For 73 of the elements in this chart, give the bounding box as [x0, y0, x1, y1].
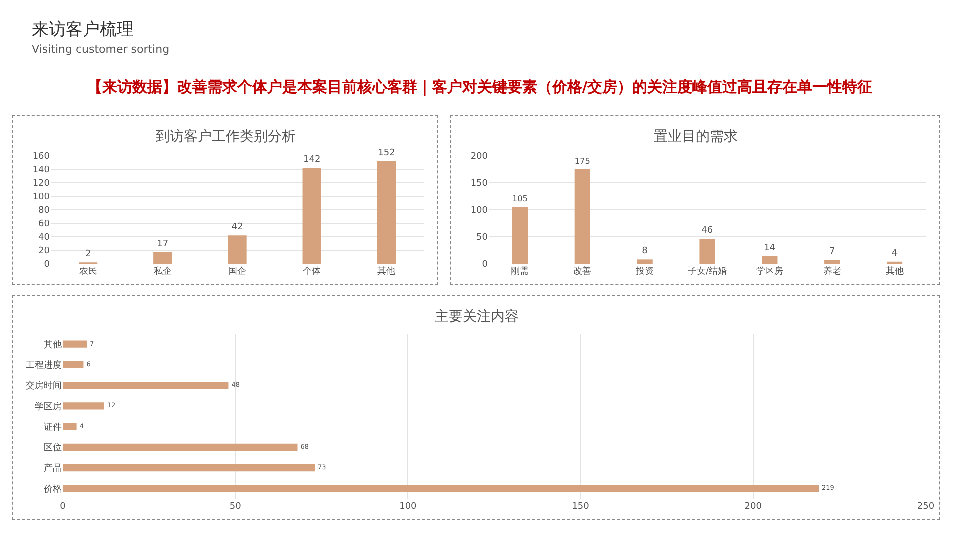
y-tick-label: 工程进度 [26, 360, 62, 372]
data-label: 7 [829, 247, 836, 258]
data-label: 4 [892, 248, 898, 259]
bar [574, 170, 590, 264]
x-tick-label: 养老 [823, 266, 842, 277]
x-tick-label: 200 [744, 502, 762, 512]
y-tick-label: 120 [32, 179, 50, 190]
y-tick-label: 140 [32, 166, 50, 176]
data-label: 46 [702, 226, 714, 236]
x-tick-label: 农民 [79, 266, 98, 277]
y-tick-label: 产品 [44, 463, 62, 474]
text: 来访客户梳理 [32, 19, 135, 41]
bar [63, 444, 298, 452]
data-label: 2 [85, 250, 92, 260]
bar [63, 382, 229, 390]
data-label: 42 [232, 222, 244, 233]
bar [63, 464, 315, 472]
bar [824, 260, 840, 264]
bar [63, 340, 88, 348]
y-tick-label: 区位 [44, 442, 62, 454]
chart-title: 置业目的需求 [654, 128, 738, 145]
data-label: 105 [512, 194, 528, 204]
x-tick-label: 投资 [635, 266, 654, 277]
x-tick-label: 其他 [378, 266, 396, 277]
x-tick-label: 100 [400, 502, 418, 512]
y-tick-label: 100 [470, 206, 488, 216]
y-tick-label: 价格 [43, 484, 62, 495]
x-tick-label: 改善 [574, 266, 592, 277]
data-label: 8 [642, 246, 648, 257]
y-tick-label: 150 [470, 179, 488, 190]
y-tick-label: 40 [38, 233, 50, 244]
chart-title: 主要关注内容 [435, 308, 519, 325]
bar [63, 423, 77, 430]
x-tick-label: 国企 [228, 266, 246, 277]
y-tick-label: 50 [476, 233, 488, 244]
data-label: 17 [157, 240, 169, 250]
chart-title: 到访客户工作类别分析 [156, 128, 296, 145]
text: Visiting customer sorting [32, 43, 170, 56]
y-tick-label: 160 [32, 152, 50, 162]
y-tick-label: 证件 [44, 422, 62, 433]
bar [63, 361, 84, 369]
data-label: 14 [764, 243, 776, 254]
x-tick-label: 250 [917, 502, 935, 512]
bar [228, 236, 247, 264]
x-tick-label: 刚需 [511, 266, 530, 277]
y-tick-label: 20 [38, 246, 50, 257]
y-tick-label: 100 [32, 192, 50, 203]
text: 【来访数据】改善需求个体户是本案目前核心客群｜客户对关键要素（价格/交房）的关注度峰值过高且存在单一性特征 [86, 78, 874, 97]
x-tick-label: 子女/结婚 [688, 266, 728, 277]
bar [302, 168, 322, 264]
bar [377, 161, 396, 264]
x-tick-label: 私企 [154, 266, 172, 277]
y-tick-label: 60 [38, 220, 50, 230]
x-tick-label: 学区房 [756, 266, 784, 277]
x-tick-label: 个体 [303, 266, 322, 277]
x-tick-label: 150 [572, 502, 590, 512]
bar [512, 207, 528, 264]
data-label: 152 [378, 148, 396, 158]
y-tick-label: 学区房 [35, 401, 62, 412]
x-tick-label: 其他 [886, 266, 904, 277]
bar [700, 239, 716, 264]
data-label: 142 [304, 155, 321, 166]
bar [63, 402, 104, 410]
x-tick-label: 50 [230, 502, 242, 512]
y-tick-label: 交房时间 [26, 380, 62, 392]
bar [154, 252, 172, 264]
y-tick-label: 其他 [44, 339, 62, 350]
data-label: 175 [574, 156, 590, 166]
y-tick-label: 80 [38, 206, 50, 216]
bar [637, 260, 653, 264]
y-tick-label: 200 [470, 152, 488, 162]
bar [63, 485, 819, 492]
bar [762, 256, 778, 264]
